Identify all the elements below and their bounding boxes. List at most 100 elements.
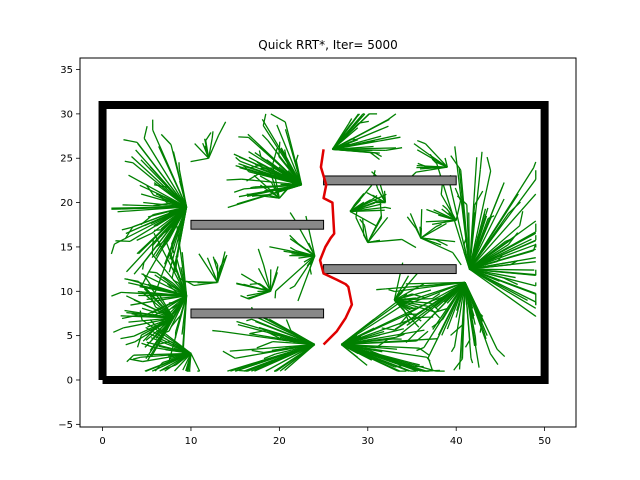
tree-edge xyxy=(257,248,265,266)
tree-edge xyxy=(340,343,399,372)
tree-edge xyxy=(254,152,302,186)
tree-edge xyxy=(431,292,441,300)
tree-edge xyxy=(135,149,188,208)
tree-edge xyxy=(213,258,219,266)
tree-edge xyxy=(385,206,392,210)
tree-edge xyxy=(417,139,426,145)
obstacle-3 xyxy=(323,264,457,275)
tree-edge xyxy=(350,206,386,213)
tree-edge xyxy=(273,272,278,284)
tree-edge xyxy=(126,354,135,363)
tree-edge xyxy=(145,317,174,359)
tree-edge xyxy=(161,206,187,231)
tree-edge xyxy=(411,293,425,299)
tree-edge xyxy=(236,283,271,292)
tree-edge xyxy=(158,345,192,355)
tree-edge xyxy=(190,157,209,163)
tree-edge xyxy=(217,121,227,136)
tree-edge xyxy=(368,349,380,356)
tree-edge xyxy=(332,148,386,152)
tree-edge xyxy=(233,188,245,193)
tree-edge xyxy=(143,138,188,208)
tree-edge xyxy=(477,235,480,249)
tree-edge xyxy=(416,149,448,168)
tree-edge xyxy=(393,291,403,301)
tree-edge xyxy=(432,282,466,330)
tree-edge xyxy=(246,172,260,182)
tree-edge xyxy=(435,297,449,309)
tree-edge xyxy=(216,251,226,283)
tree-edge xyxy=(238,369,248,372)
tree-edge xyxy=(404,306,411,311)
tree-edge xyxy=(356,116,363,123)
tree-edge xyxy=(359,218,365,226)
tree-edge xyxy=(284,149,289,165)
tree-edge xyxy=(469,268,536,276)
tree-edge xyxy=(151,253,188,297)
tree-edge xyxy=(468,198,505,270)
tree-edge xyxy=(263,353,276,360)
tree-edge xyxy=(140,272,150,287)
chart-title: Quick RRT*, Iter= 5000 xyxy=(258,38,397,52)
tree-edge xyxy=(278,141,281,157)
tree-edge xyxy=(354,193,365,205)
tree-edge xyxy=(270,182,280,199)
tree-edge xyxy=(113,327,124,333)
tree-edge xyxy=(153,182,187,208)
x-tick-label: 10 xyxy=(185,436,198,447)
tree-edge xyxy=(137,280,174,319)
x-tick-label: 20 xyxy=(273,436,286,447)
tree-edge xyxy=(255,320,315,346)
tree-edge xyxy=(519,211,524,226)
tree-edge xyxy=(306,248,316,257)
tree-edge xyxy=(464,282,474,319)
tree-edge xyxy=(194,143,210,159)
tree-edge xyxy=(148,271,157,274)
tree-edge xyxy=(442,204,447,209)
tree-edge xyxy=(251,349,264,354)
tree-edge xyxy=(276,124,303,186)
tree-edge xyxy=(154,229,162,232)
tree-edge xyxy=(121,226,132,231)
tree-edge xyxy=(367,216,389,243)
tree-edge xyxy=(222,350,236,359)
tree-edge xyxy=(341,328,405,346)
tree-edge xyxy=(133,299,174,319)
tree-edge xyxy=(130,295,187,306)
tree-edge xyxy=(262,113,267,126)
tree-edge xyxy=(128,282,187,297)
tree-edge xyxy=(284,343,315,350)
tree-edge xyxy=(416,166,448,173)
tree-edge xyxy=(235,165,302,186)
tree-edge xyxy=(446,296,454,304)
tree-edge xyxy=(349,199,361,212)
tree-edge xyxy=(133,265,142,275)
tree-edge xyxy=(140,291,174,319)
tree-edge xyxy=(278,176,300,199)
tree-edge xyxy=(206,257,219,283)
tree-edge xyxy=(124,278,139,283)
tree-edge xyxy=(463,237,467,245)
tree-edge xyxy=(141,273,187,297)
tree-edge xyxy=(145,317,174,341)
tree-edge xyxy=(426,369,433,372)
tree-edge xyxy=(483,330,487,340)
tree-edge xyxy=(413,143,428,154)
tree-edge xyxy=(124,226,134,240)
tree-edge xyxy=(148,293,157,308)
tree-edge xyxy=(393,275,410,301)
tree-edge xyxy=(450,323,464,336)
tree-edge xyxy=(120,335,135,340)
tree-edge xyxy=(441,208,457,221)
tree-edge xyxy=(466,204,471,270)
tree-edge xyxy=(394,299,431,304)
tree-edge xyxy=(126,311,144,315)
obstacle-1 xyxy=(323,175,457,186)
tree-edge xyxy=(377,188,387,203)
tree-edge xyxy=(136,141,188,208)
tree-edge xyxy=(271,147,278,165)
tree-edge xyxy=(170,144,188,208)
tree-edge xyxy=(487,215,495,220)
tree-edge xyxy=(437,282,466,336)
tree-edge xyxy=(464,339,471,348)
